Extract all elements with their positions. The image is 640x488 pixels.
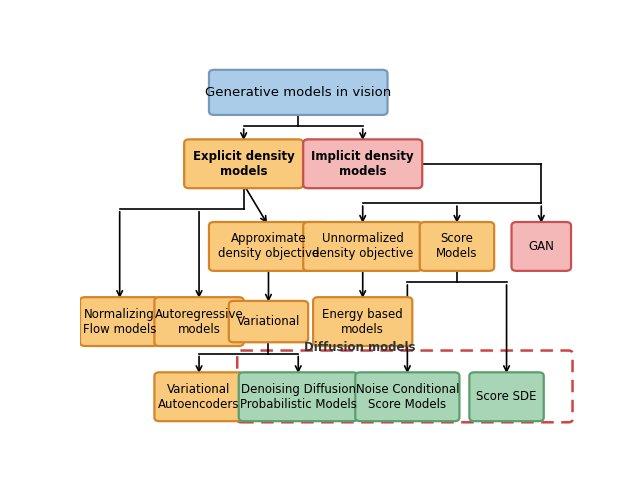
FancyBboxPatch shape [209,70,388,115]
Text: Diffusion models: Diffusion models [305,341,416,353]
Text: Unnormalized
density objective: Unnormalized density objective [312,232,413,261]
Text: Generative models in vision: Generative models in vision [205,86,392,99]
FancyBboxPatch shape [154,297,244,346]
Text: Implicit density
models: Implicit density models [312,150,414,178]
Text: Noise Conditional
Score Models: Noise Conditional Score Models [356,383,459,411]
Text: Energy based
models: Energy based models [323,307,403,336]
FancyBboxPatch shape [313,297,412,346]
FancyBboxPatch shape [511,222,571,271]
FancyBboxPatch shape [303,140,422,188]
FancyBboxPatch shape [154,372,244,421]
FancyBboxPatch shape [229,301,308,342]
Text: Denoising Diffusion
Probabilistic Models: Denoising Diffusion Probabilistic Models [240,383,356,411]
FancyBboxPatch shape [420,222,494,271]
Text: Normalizing
Flow models: Normalizing Flow models [83,307,156,336]
Text: Score
Models: Score Models [436,232,477,261]
Text: Variational
Autoencoders: Variational Autoencoders [158,383,240,411]
Text: Autoregressive
models: Autoregressive models [155,307,243,336]
Text: GAN: GAN [529,240,554,253]
Text: Variational: Variational [237,315,300,328]
FancyBboxPatch shape [80,297,159,346]
FancyBboxPatch shape [184,140,303,188]
Text: Score SDE: Score SDE [476,390,537,403]
Text: Approximate
density objective: Approximate density objective [218,232,319,261]
Text: Explicit density
models: Explicit density models [193,150,294,178]
FancyBboxPatch shape [355,372,460,421]
FancyBboxPatch shape [303,222,422,271]
FancyBboxPatch shape [469,372,544,421]
FancyBboxPatch shape [209,222,328,271]
FancyBboxPatch shape [239,372,358,421]
